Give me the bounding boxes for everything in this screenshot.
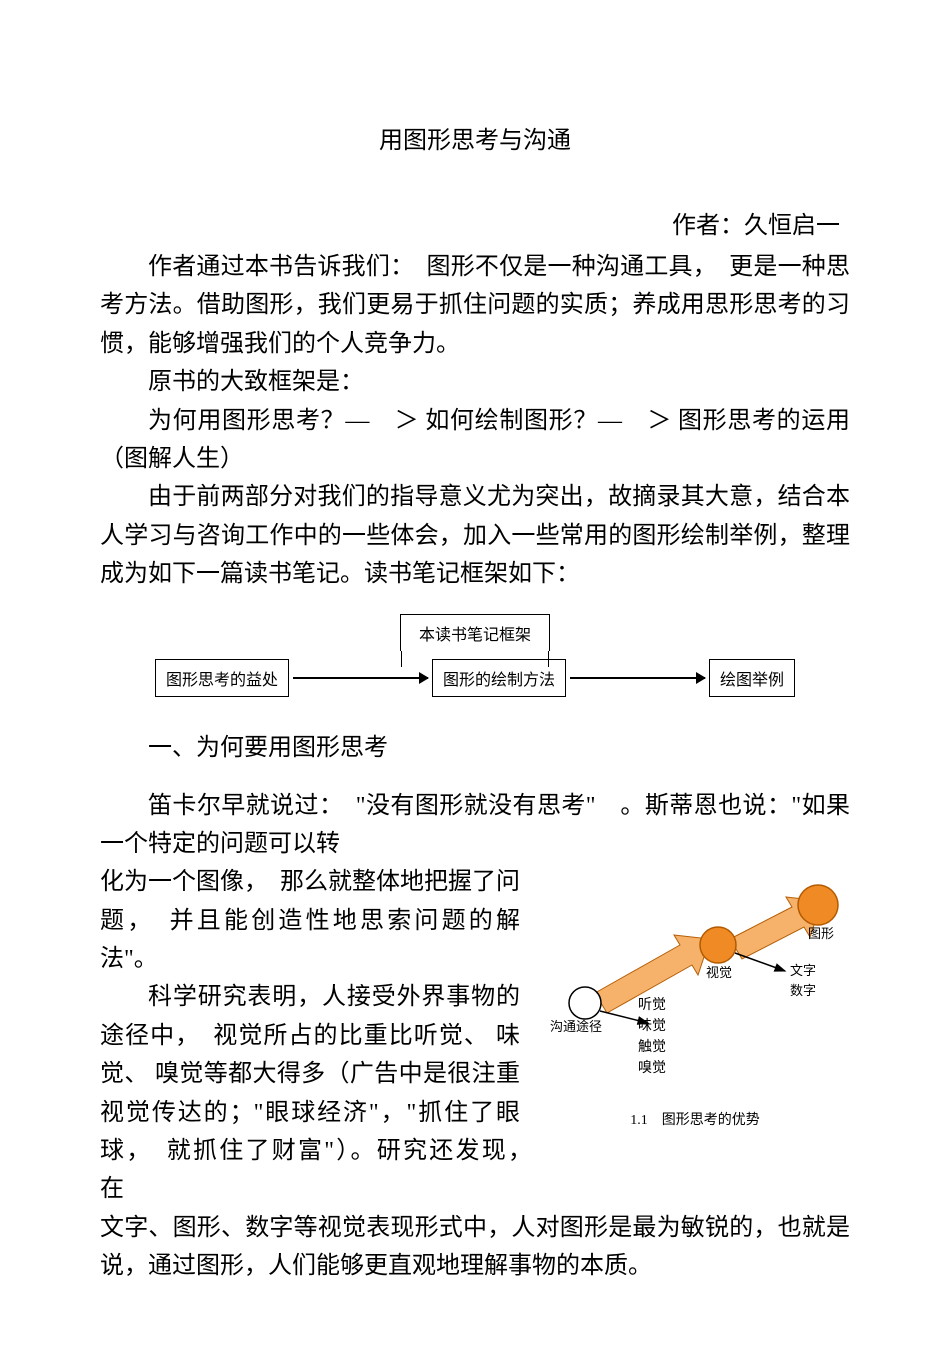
figure-11-wrap: 沟通途径 视觉 图形 文字 数字 听觉 味觉 触觉 嗅觉 1.1 图形思考的优势: [540, 863, 850, 1129]
paragraph-conclusion: 文字、图形、数字等视觉表现形式中，人对图形是最为敏锐的，也就是说，通过图形，人们…: [100, 1209, 850, 1286]
flowchart-main-row: 图形思考的益处 图形的绘制方法 绘图举例: [155, 659, 795, 697]
node-vision-circle: [700, 927, 736, 963]
flowchart-title-row: 本读书笔记框架: [155, 614, 795, 651]
sense-item: 嗅觉: [638, 1058, 666, 1079]
sense-item: 听觉: [638, 995, 666, 1016]
thin-arrow-textnum: [735, 953, 785, 971]
flowchart-arrow-1: [293, 677, 428, 679]
senses-list: 听觉 味觉 触觉 嗅觉: [638, 995, 666, 1079]
paragraph-notes-intro: 由于前两部分对我们的指导意义尤为突出，故摘录其大意，结合本人学习与咨询工作中的一…: [100, 478, 850, 593]
figure-11-caption: 1.1 图形思考的优势: [540, 1109, 850, 1129]
figure-side-text: 化为一个图像， 那么就整体地把握了问题， 并且能创造性地思索问题的解法"。 科学…: [100, 863, 520, 1209]
paragraph-science: 科学研究表明，人接受外界事物的途径中， 视觉所占的比重比听觉、 味觉、 嗅觉等都…: [100, 978, 520, 1208]
flowchart-arrow-2: [570, 677, 705, 679]
paragraph-framework-label: 原书的大致框架是：: [100, 363, 850, 401]
flowchart-box-2: 图形的绘制方法: [432, 659, 566, 697]
label-text: 文字: [790, 963, 816, 978]
paragraph-quote-cont: 化为一个图像， 那么就整体地把握了问题， 并且能创造性地思索问题的解法"。: [100, 863, 520, 978]
node-graphic-circle: [798, 885, 838, 925]
sense-item: 味觉: [638, 1016, 666, 1037]
author-line: 作者：久恒启一: [100, 205, 850, 240]
flowchart-box-1: 图形思考的益处: [155, 659, 289, 697]
flowchart-framework: 本读书笔记框架 图形思考的益处 图形的绘制方法 绘图举例: [155, 614, 795, 697]
flowchart-title-box: 本读书笔记框架: [400, 614, 550, 651]
flowchart-box-3: 绘图举例: [709, 659, 795, 697]
figure-11-svg: 沟通途径 视觉 图形 文字 数字: [540, 883, 850, 1103]
sense-item: 触觉: [638, 1037, 666, 1058]
flowchart-drop-line-left: [401, 651, 402, 667]
paragraph-quote-1: 笛卡尔早就说过： "没有图形就没有思考" 。斯蒂恩也说："如果一个特定的问题可以…: [100, 787, 850, 864]
flowchart-drop-line-right: [548, 651, 549, 667]
paragraph-intro: 作者通过本书告诉我们： 图形不仅是一种沟通工具， 更是一种思考方法。借助图形，我…: [100, 248, 850, 363]
section-1-heading: 一、为何要用图形思考: [100, 727, 850, 762]
label-number: 数字: [790, 983, 816, 998]
node-root-circle: [569, 987, 601, 1019]
label-graphic: 图形: [808, 926, 834, 941]
document-title: 用图形思考与沟通: [100, 120, 850, 155]
label-vision: 视觉: [706, 965, 732, 980]
label-root: 沟通途径: [550, 1019, 602, 1034]
paragraph-framework-flow: 为何用图形思考？— ＞ 如何绘制图形？— ＞ 图形思考的运用（图解人生）: [100, 402, 850, 479]
flowchart-title-text: 本读书笔记框架: [419, 627, 531, 644]
text-with-figure-row: 化为一个图像， 那么就整体地把握了问题， 并且能创造性地思索问题的解法"。 科学…: [100, 863, 850, 1209]
